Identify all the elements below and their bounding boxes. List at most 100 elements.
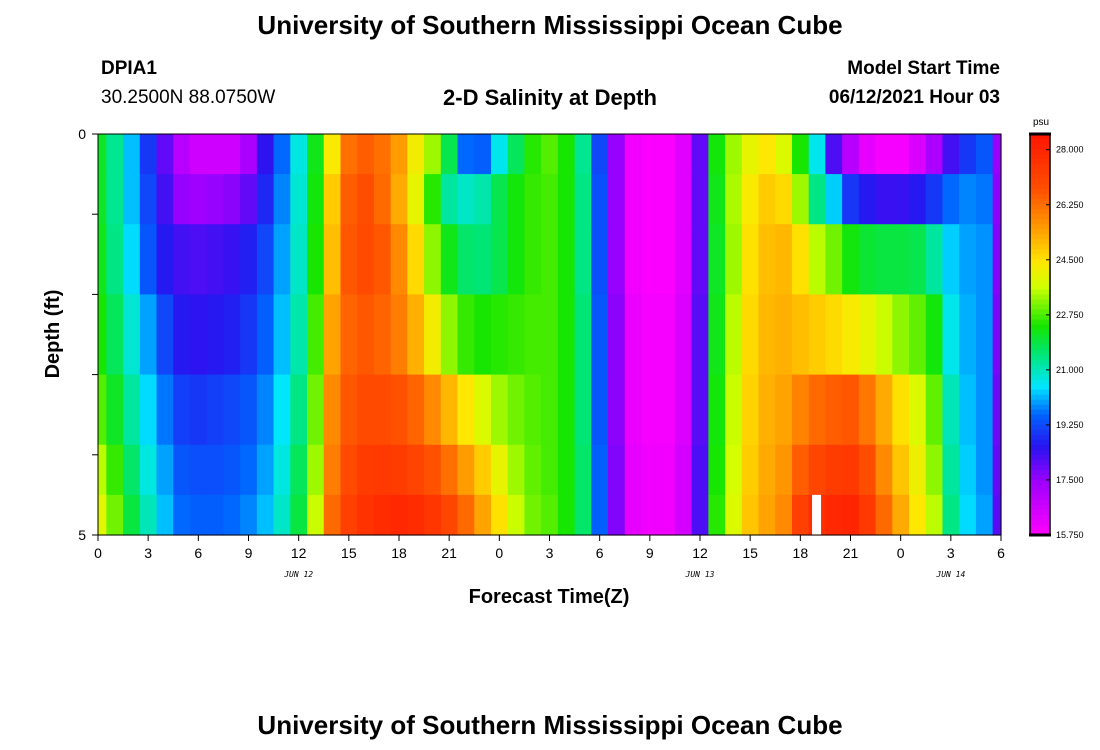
x-tick-label: 9 (245, 545, 253, 561)
heatmap-cell (273, 294, 291, 376)
heatmap-cell (791, 174, 810, 225)
date-label: JUN 14 (935, 570, 965, 579)
heatmap-cell (541, 494, 559, 536)
heatmap-cell (641, 494, 659, 536)
heatmap-cell (457, 374, 475, 446)
heatmap-cell (106, 294, 124, 376)
heatmap-cell (674, 444, 693, 496)
heatmap-cell (574, 294, 592, 376)
heatmap-cell (608, 444, 626, 496)
colorbar-segment (1030, 134, 1050, 140)
heatmap-cell (741, 224, 760, 295)
heatmap-cell (909, 374, 927, 446)
heatmap-cell (624, 374, 643, 446)
heatmap-cell (808, 294, 827, 376)
heatmap-cell (892, 494, 910, 536)
heatmap-cell (725, 374, 743, 446)
heatmap-cell (658, 294, 676, 376)
heatmap-cell (725, 444, 743, 496)
heatmap-cell (658, 224, 676, 295)
colorbar-segment (1030, 514, 1050, 521)
heatmap-cell (323, 444, 342, 496)
heatmap-cell (256, 134, 275, 175)
heatmap-cell (507, 134, 526, 175)
heatmap-cell (106, 174, 124, 225)
heatmap-cell (189, 224, 208, 295)
model-start-value: 06/12/2021 Hour 03 (828, 87, 1000, 108)
heatmap-cell (875, 294, 893, 376)
heatmap-cell (524, 134, 542, 175)
heatmap-cell (975, 224, 994, 295)
heatmap-cell (424, 494, 442, 536)
heatmap-cell (658, 134, 676, 175)
heatmap-cell (139, 224, 158, 295)
heatmap-cell (156, 444, 174, 496)
heatmap-cell (608, 224, 626, 295)
colorbar-segment (1030, 449, 1050, 456)
heatmap-cell (608, 134, 626, 175)
heatmap-cell (390, 224, 408, 295)
heatmap-cell (658, 444, 676, 496)
heatmap-cell (608, 494, 626, 536)
heatmap-cell (273, 224, 291, 295)
heatmap-cell (674, 134, 693, 175)
heatmap-cell (139, 494, 158, 536)
heatmap-cell (407, 374, 425, 446)
colorbar-segment (1030, 529, 1050, 536)
heatmap-cell (741, 444, 760, 496)
heatmap-cell (808, 174, 827, 225)
colorbar: 28.000 26.250 24.500 22.750 21.000 19.250 17.5… (1029, 132, 1084, 540)
colorbar-segment (1030, 374, 1050, 381)
heatmap-cell (942, 494, 960, 536)
heatmap-cell (541, 174, 559, 225)
heatmap-cell (591, 174, 609, 225)
colorbar-segment (1030, 279, 1050, 285)
x-tick-label: 6 (997, 545, 1005, 561)
heatmap-cell (708, 294, 726, 376)
x-tick-label: 3 (546, 545, 554, 561)
heatmap-cell (925, 444, 944, 496)
heatmap-cell (507, 494, 526, 536)
heatmap-cell (424, 294, 442, 376)
heatmap-cell (98, 494, 107, 536)
heatmap-cell (240, 494, 258, 536)
heatmap-cell (323, 374, 342, 446)
heatmap-cell (373, 294, 392, 376)
heatmap-cell (240, 294, 258, 376)
colorbar-segment (1030, 269, 1050, 275)
heatmap-cell (373, 444, 392, 496)
heatmap-cell (524, 174, 542, 225)
heatmap-cell (340, 174, 358, 225)
heatmap-cell (490, 174, 509, 225)
heatmap-cell (591, 374, 609, 446)
heatmap-cell (390, 294, 408, 376)
heatmap-cell (959, 294, 977, 376)
heatmap-cell (206, 444, 225, 496)
heatmap-cell (357, 174, 375, 225)
colorbar-segment (1030, 349, 1050, 356)
heatmap-cell (574, 374, 592, 446)
x-tick-label: 15 (742, 545, 758, 561)
heatmap-cell (390, 444, 408, 496)
heatmap-cell (641, 294, 659, 376)
footer-title: University of Southern Mississippi Ocean… (257, 710, 843, 740)
heatmap-cell (440, 294, 459, 376)
heatmap-cell (440, 224, 459, 295)
heatmap-cell (909, 224, 927, 295)
heatmap-cell (340, 224, 358, 295)
heatmap-cell (892, 294, 910, 376)
heatmap-cell (474, 174, 492, 225)
heatmap-cell (624, 174, 643, 225)
heatmap-cell (741, 174, 760, 225)
heatmap-cell (541, 294, 559, 376)
colorbar-segment (1030, 184, 1050, 190)
heatmap-cell (273, 444, 291, 496)
heatmap-cell (708, 134, 726, 175)
heatmap-cell (674, 374, 693, 446)
y-tick-label: 5 (78, 527, 86, 543)
colorbar-segment (1030, 489, 1050, 496)
heatmap-cell (775, 444, 793, 496)
heatmap-cell (741, 494, 760, 536)
colorbar-label: 24.500 (1056, 255, 1084, 265)
heatmap-cell (189, 374, 208, 446)
